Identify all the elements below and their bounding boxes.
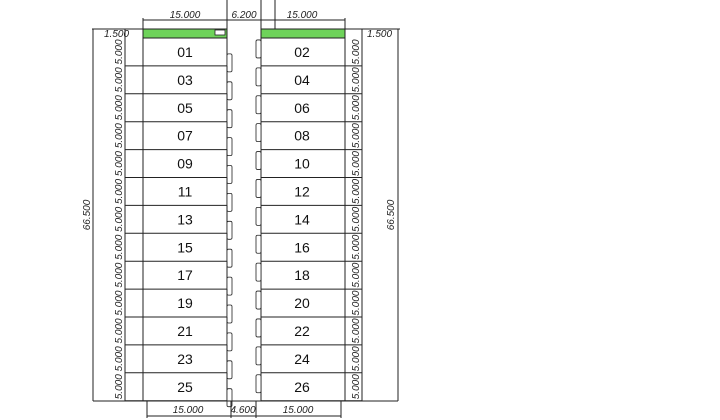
setback-right: 1.500 bbox=[367, 29, 392, 40]
driveway-left bbox=[226, 276, 233, 296]
lot-depth-right: 5.000 bbox=[351, 206, 362, 231]
setback-left: 1.500 bbox=[104, 29, 129, 40]
lot-number: 18 bbox=[294, 267, 310, 283]
lot-number: 21 bbox=[177, 323, 193, 339]
driveway-left bbox=[226, 53, 233, 73]
lot-depth-right: 5.000 bbox=[351, 374, 362, 399]
lot-number: 15 bbox=[177, 239, 193, 255]
green-strip-right bbox=[260, 28, 346, 39]
lot-depth-left: 5.000 bbox=[114, 179, 125, 204]
driveway-left bbox=[226, 304, 233, 324]
lot-depth-left: 5.000 bbox=[114, 95, 125, 120]
total-length-left: 66.500 bbox=[82, 199, 93, 230]
lot-depth-right: 5.000 bbox=[351, 95, 362, 120]
lot-depth-left: 5.000 bbox=[114, 151, 125, 176]
driveway-right bbox=[255, 179, 262, 198]
total-length-right: 66.500 bbox=[386, 199, 397, 230]
driveway-right bbox=[255, 234, 262, 254]
lot-depth-left: 5.000 bbox=[114, 346, 125, 371]
lot-depth-right: 5.000 bbox=[351, 262, 362, 287]
lot-number: 01 bbox=[177, 44, 193, 60]
top-dim-left: 15.000 bbox=[170, 10, 201, 21]
driveway-right bbox=[255, 67, 262, 87]
lot-number: 20 bbox=[294, 295, 310, 311]
lot-depth-right: 5.000 bbox=[351, 151, 362, 176]
driveway-left bbox=[226, 332, 233, 352]
driveway-left bbox=[226, 248, 233, 268]
lot-depth-right: 5.000 bbox=[351, 179, 362, 204]
lot-depth-right: 5.000 bbox=[351, 318, 362, 343]
lot-number: 17 bbox=[177, 267, 193, 283]
driveway-left bbox=[226, 137, 233, 157]
lot-depth-right: 5.000 bbox=[351, 346, 362, 371]
lot-number: 26 bbox=[294, 379, 310, 395]
lot-depth-left: 5.000 bbox=[114, 67, 125, 92]
bottom-dim-road: 4.600 bbox=[230, 405, 255, 416]
lot-depth-left: 5.000 bbox=[114, 290, 125, 315]
lot-depth-right: 5.000 bbox=[351, 290, 362, 315]
lot-number: 14 bbox=[294, 211, 310, 227]
lot-number: 03 bbox=[177, 72, 193, 88]
bottom-dim-right: 15.000 bbox=[283, 405, 314, 416]
lot-depth-left: 5.000 bbox=[114, 318, 125, 343]
driveway-right bbox=[255, 95, 262, 115]
lot-number: 24 bbox=[294, 351, 310, 367]
lot-number: 04 bbox=[294, 72, 310, 88]
lot-depth-right: 5.000 bbox=[351, 39, 362, 64]
lot-depth-left: 5.000 bbox=[114, 39, 125, 64]
driveway-left bbox=[226, 220, 233, 240]
driveway-left bbox=[226, 81, 233, 101]
lot-number: 16 bbox=[294, 239, 310, 255]
utility-box bbox=[214, 29, 226, 36]
driveway-left bbox=[226, 360, 233, 380]
driveway-right bbox=[255, 346, 262, 366]
driveway-right bbox=[255, 290, 262, 310]
driveway-right bbox=[255, 262, 262, 282]
lot-number: 25 bbox=[177, 379, 193, 395]
lot-depth-left: 5.000 bbox=[114, 234, 125, 259]
lot-depth-right: 5.000 bbox=[351, 67, 362, 92]
lot-number: 07 bbox=[177, 128, 193, 144]
driveway-right bbox=[255, 151, 262, 170]
driveway-left bbox=[226, 109, 233, 129]
lot-depth-left: 5.000 bbox=[114, 374, 125, 399]
driveway-right bbox=[255, 374, 262, 394]
bottom-dimensions: 15.000 4.600 15.000 bbox=[93, 400, 398, 418]
driveway-right bbox=[255, 206, 262, 226]
lot-number: 12 bbox=[294, 183, 310, 199]
lot-number: 06 bbox=[294, 100, 310, 116]
lot-depth-left: 5.000 bbox=[114, 262, 125, 287]
driveway-left bbox=[226, 192, 233, 212]
top-dim-road: 6.200 bbox=[231, 10, 256, 21]
lot-depth-left: 5.000 bbox=[114, 206, 125, 231]
lot-number: 19 bbox=[177, 295, 193, 311]
lot-number: 23 bbox=[177, 351, 193, 367]
lot-depth-right: 5.000 bbox=[351, 123, 362, 148]
lot-number: 10 bbox=[294, 156, 310, 172]
top-dimensions: 15.000 6.200 15.000 bbox=[142, 0, 346, 401]
lot-number: 13 bbox=[177, 211, 193, 227]
lot-number: 11 bbox=[178, 183, 193, 199]
driveway-right bbox=[255, 318, 262, 338]
lot-depth-right: 5.000 bbox=[351, 234, 362, 259]
lot-depth-left: 5.000 bbox=[114, 123, 125, 148]
driveway-right bbox=[255, 123, 262, 143]
driveway-right bbox=[255, 39, 262, 59]
lot-number: 22 bbox=[294, 323, 310, 339]
lot-number: 09 bbox=[177, 156, 193, 172]
top-dim-right: 15.000 bbox=[287, 10, 318, 21]
lot-number: 05 bbox=[177, 100, 193, 116]
green-strip-left bbox=[142, 28, 228, 39]
bottom-dim-left: 15.000 bbox=[173, 405, 204, 416]
driveway-left bbox=[226, 165, 233, 184]
lot-number: 08 bbox=[294, 128, 310, 144]
lot-number: 02 bbox=[294, 44, 310, 60]
